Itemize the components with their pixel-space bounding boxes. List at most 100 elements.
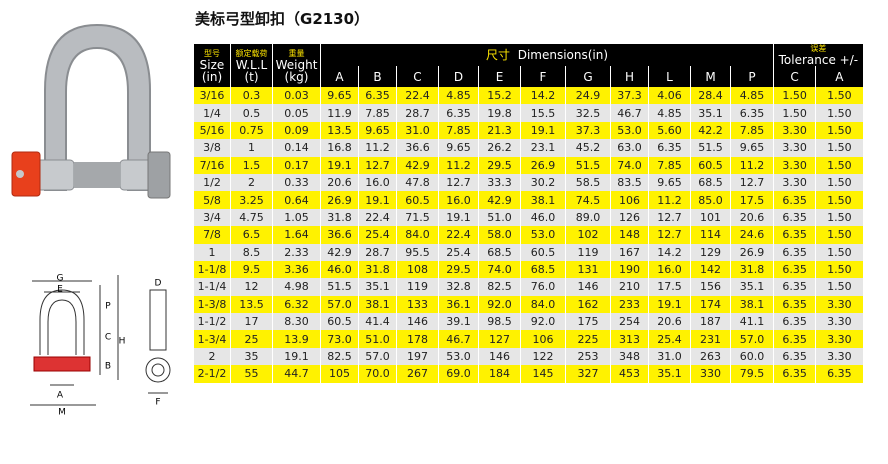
table-cell: 19.1 xyxy=(320,156,359,174)
table-cell: 31.0 xyxy=(396,121,439,140)
table-cell: 6.35 xyxy=(773,191,816,209)
table-cell: 114 xyxy=(690,226,731,244)
header-text: Weight xyxy=(275,57,318,72)
table-cell: 174 xyxy=(690,295,731,314)
table-cell: 29.5 xyxy=(478,156,521,174)
column-header: L xyxy=(648,66,691,87)
table-cell: 36.6 xyxy=(396,139,439,157)
table-cell: 1-3/4 xyxy=(193,330,231,348)
table-cell: 58.5 xyxy=(565,173,611,192)
table-cell: 76.0 xyxy=(520,278,566,296)
table-cell: 24.6 xyxy=(729,226,774,244)
table-row: 1/2 2 0.33 20.6 16.0 47.8 12.7 33.3 30.2 58.5 83.5… xyxy=(193,173,863,192)
column-header: M xyxy=(690,66,731,87)
table-cell: 1/4 xyxy=(193,104,231,122)
table-cell: 6.35 xyxy=(729,104,774,122)
table-cell: 7.85 xyxy=(648,156,691,174)
table-cell: 31.8 xyxy=(729,260,774,279)
table-cell: 82.5 xyxy=(478,278,521,296)
table-cell: 25.4 xyxy=(438,243,479,261)
table-cell: 83.5 xyxy=(610,173,649,192)
table-cell: 1.50 xyxy=(815,208,863,227)
table-cell: 2 xyxy=(193,347,231,366)
table-cell: 1.50 xyxy=(773,87,816,105)
table-cell: 13.5 xyxy=(320,121,359,140)
table-cell: 0.75 xyxy=(230,121,273,140)
table-cell: 19.8 xyxy=(478,104,521,122)
table-cell: 3.30 xyxy=(773,156,816,174)
table-cell: 3.30 xyxy=(815,313,863,331)
table-cell: 11.2 xyxy=(438,156,479,174)
table-cell: 6.35 xyxy=(773,226,816,244)
table-cell: 1.5 xyxy=(230,156,273,174)
table-cell: 1/2 xyxy=(193,173,231,192)
table-cell: 190 xyxy=(610,260,649,279)
table-cell: 327 xyxy=(565,365,611,383)
table-cell: 12.7 xyxy=(358,156,397,174)
table-cell: 12 xyxy=(230,278,273,296)
table-cell: 55 xyxy=(230,365,273,383)
table-cell: 4.75 xyxy=(230,208,273,227)
table-cell: 79.5 xyxy=(729,365,774,383)
table-cell: 69.0 xyxy=(438,365,479,383)
table-cell: 42.9 xyxy=(478,191,521,209)
table-cell: 36.6 xyxy=(320,226,359,244)
table-cell: 85.0 xyxy=(690,191,731,209)
table-cell: 13.5 xyxy=(230,295,273,314)
column-header: P xyxy=(729,66,774,87)
table-cell: 84.0 xyxy=(396,226,439,244)
dimension-label: B xyxy=(105,362,111,372)
table-row: 1-3/4 25 13.9 73.0 51.0 178 46.7 127 106 225 313 25… xyxy=(193,330,863,348)
table-cell: 20.6 xyxy=(320,173,359,192)
table-cell: 453 xyxy=(610,365,649,383)
table-cell: 1-3/8 xyxy=(193,295,231,314)
dimension-label: H xyxy=(119,337,126,347)
table-cell: 32.5 xyxy=(565,104,611,122)
table-cell: 82.5 xyxy=(320,347,359,366)
table-cell: 31.8 xyxy=(320,208,359,227)
table-cell: 7/16 xyxy=(193,156,231,174)
table-cell: 1.05 xyxy=(272,208,321,227)
table-cell: 53.0 xyxy=(520,226,566,244)
table-cell: 0.17 xyxy=(272,156,321,174)
table-cell: 0.09 xyxy=(272,121,321,140)
table-row: 2 35 19.1 82.5 57.0 197 53.0 146 122 253 348 31.0 26… xyxy=(193,347,863,366)
table-cell: 1.50 xyxy=(815,139,863,157)
column-header: A xyxy=(815,66,863,87)
table-cell: 60.5 xyxy=(690,156,731,174)
table-cell: 3.30 xyxy=(773,173,816,192)
table-cell: 35.1 xyxy=(358,278,397,296)
table-cell: 263 xyxy=(690,347,731,366)
table-cell: 4.98 xyxy=(272,278,321,296)
table-cell: 33.3 xyxy=(478,173,521,192)
table-cell: 31.8 xyxy=(358,260,397,279)
table-cell: 13.9 xyxy=(272,330,321,348)
table-cell: 19.1 xyxy=(648,295,691,314)
table-cell: 14.2 xyxy=(520,87,566,105)
weight-header: 重量 Weight (kg) xyxy=(272,44,321,87)
table-cell: 20.6 xyxy=(648,313,691,331)
table-cell: 25.4 xyxy=(648,330,691,348)
table-cell: 6.35 xyxy=(773,243,816,261)
table-row: 1 8.5 2.33 42.9 28.7 95.5 25.4 68.5 60.5 119 167 14… xyxy=(193,243,863,261)
table-cell: 106 xyxy=(610,191,649,209)
table-row: 1-1/2 17 8.30 60.5 41.4 146 39.1 98.5 92.0 175 254… xyxy=(193,313,863,331)
tolerance-header: 误差 Tolerance +/- xyxy=(773,44,863,66)
table-cell: 41.1 xyxy=(729,313,774,331)
table-cell: 1.50 xyxy=(815,156,863,174)
table-cell: 19.1 xyxy=(358,191,397,209)
table-cell: 11.9 xyxy=(320,104,359,122)
table-cell: 92.0 xyxy=(520,313,566,331)
table-row: 1-1/8 9.5 3.36 46.0 31.8 108 29.5 74.0 68.5 131 19… xyxy=(193,260,863,279)
table-cell: 0.05 xyxy=(272,104,321,122)
table-cell: 24.9 xyxy=(565,87,611,105)
table-cell: 51.5 xyxy=(320,278,359,296)
table-cell: 1.50 xyxy=(815,87,863,105)
table-cell: 11.2 xyxy=(729,156,774,174)
dimension-label: E xyxy=(57,285,63,295)
table-cell: 3/16 xyxy=(193,87,231,105)
table-cell: 70.0 xyxy=(358,365,397,383)
table-cell: 47.8 xyxy=(396,173,439,192)
table-cell: 9.5 xyxy=(230,260,273,279)
table-cell: 1.50 xyxy=(815,104,863,122)
